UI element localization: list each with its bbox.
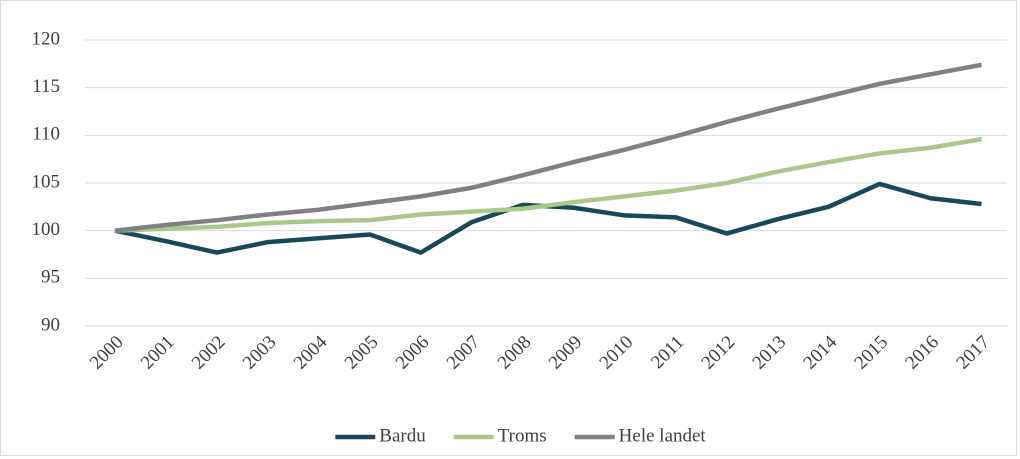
legend-label: Bardu (379, 425, 426, 446)
y-tick-label: 90 (41, 314, 60, 335)
y-tick-label: 95 (41, 267, 60, 288)
legend-label: Hele landet (619, 425, 707, 446)
line-series (114, 136, 982, 233)
y-tick-label: 100 (32, 219, 61, 240)
y-tick-label: 110 (32, 124, 60, 145)
y-tick-label: 120 (32, 28, 61, 49)
y-tick-label: 115 (32, 76, 60, 97)
line-series (114, 62, 982, 233)
legend-label: Troms (498, 425, 547, 446)
y-tick-label: 105 (32, 171, 61, 192)
